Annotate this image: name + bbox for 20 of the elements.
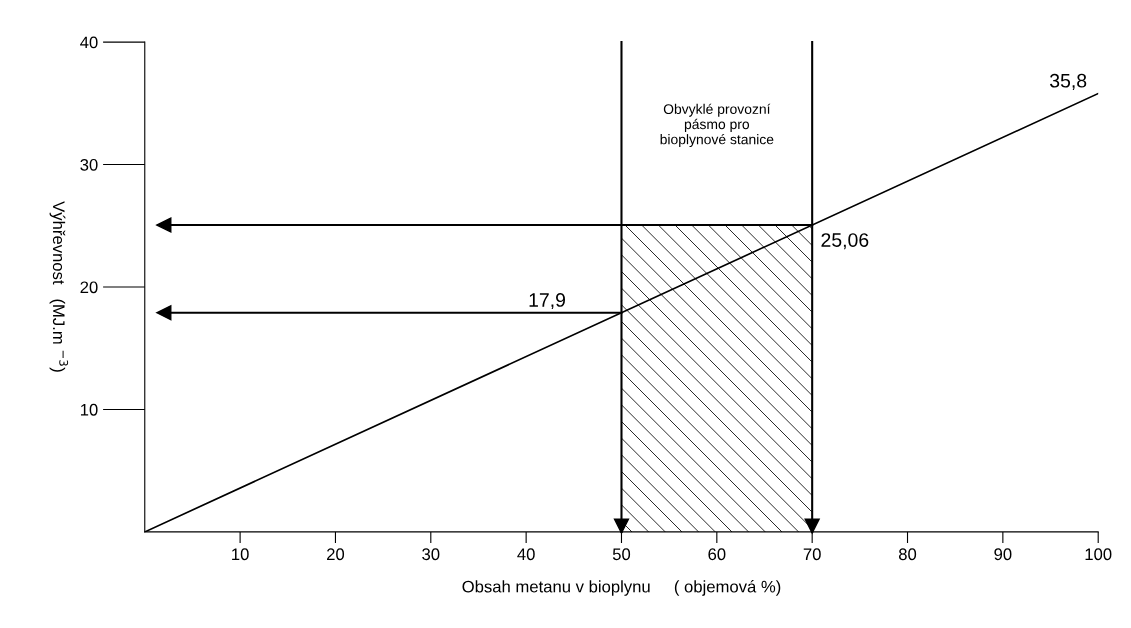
x-tick-label: 40 — [517, 548, 535, 561]
x-tick-label: 30 — [422, 548, 440, 561]
annotation: 35,8 — [1049, 73, 1087, 90]
y-tick-label: 40 — [80, 36, 98, 49]
x-tick-label: 90 — [994, 548, 1012, 561]
x-tick-label: 10 — [232, 548, 249, 561]
y-tick-label: 20 — [80, 281, 98, 294]
x-axis-title: Obsah metanu v bioplynu ( objemová %) — [462, 580, 781, 596]
x-tick-label: 100 — [1085, 548, 1112, 561]
y-tick-label: 30 — [80, 158, 98, 171]
x-tick-label: 60 — [708, 548, 726, 561]
annotation: 25,06 — [821, 233, 869, 250]
x-tick-label: 80 — [898, 548, 917, 561]
annotation: Obvyklé provozní pásmo pro bioplynové stanice — [660, 103, 774, 148]
x-tick-label: 50 — [612, 548, 631, 561]
y-tick-label: 10 — [80, 403, 98, 416]
x-tick-label: 70 — [803, 548, 821, 561]
y-axis-title: Výhřevnost (MJ.m $^{−3}$) — [49, 201, 69, 372]
annotation: 17,9 — [529, 293, 566, 310]
x-tick-label: 20 — [327, 548, 345, 561]
